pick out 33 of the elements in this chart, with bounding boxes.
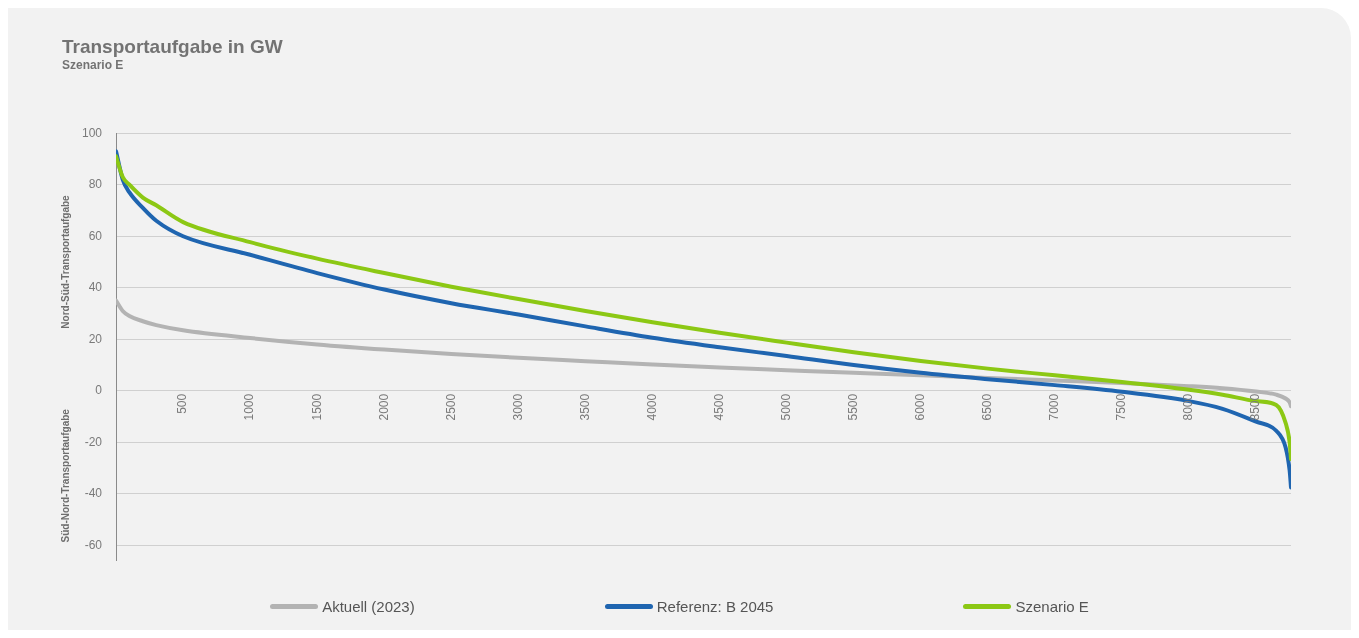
x-tick-label: 6000 [913,393,928,421]
y-tick-label: 80 [88,177,103,192]
x-tick-label: 2500 [443,393,458,421]
chart-subtitle: Szenario E [62,58,125,72]
legend-label: Aktuell (2023) [322,598,415,615]
x-tick-label: 5000 [778,393,793,421]
y-tick-label: 0 [95,383,103,398]
x-tick-label: 3500 [577,393,592,421]
y-tick-label: 20 [88,331,103,346]
y-tick-label: 40 [88,280,103,295]
x-tick-label: 5500 [846,393,861,421]
x-tick-label: 7000 [1047,393,1062,421]
x-tick-label: 500 [175,393,190,414]
x-tick-label: 6500 [980,393,995,421]
y-tick-label: -20 [84,434,103,449]
y-tick-label: 100 [81,125,103,140]
legend-label: Referenz: B 2045 [656,598,774,615]
legend-label: Szenario E [1015,598,1089,615]
x-tick-label: 7500 [1114,393,1129,421]
y-tick-label: 60 [88,228,103,243]
chart-title: Transportaufgabe in GW [62,36,283,58]
x-tick-label: 8500 [1248,393,1263,421]
y-tick-label: -60 [84,537,103,552]
x-tick-label: 1000 [242,393,257,421]
x-tick-label: 2000 [376,393,391,421]
x-tick-label: 3000 [510,393,525,421]
y-axis-title: Nord-Süd-Transportaufgabe [59,194,71,329]
y-tick-label: -40 [84,486,103,501]
x-tick-label: 1500 [309,393,324,421]
text: Süd-Nord-Transportaufgabe [59,408,71,543]
x-tick-label: 8000 [1181,393,1196,421]
x-tick-label: 4500 [711,393,726,421]
x-tick-label: 4000 [644,393,659,421]
